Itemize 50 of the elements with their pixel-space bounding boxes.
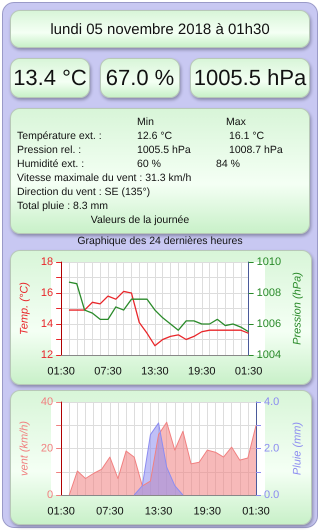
x-tick-label: 19:30 — [188, 366, 216, 378]
line-series — [68, 290, 250, 346]
x-tick-label: 07:30 — [94, 366, 122, 378]
text: Max — [226, 115, 246, 129]
text: 12.6 °C — [137, 129, 172, 143]
text: 84 % — [216, 157, 240, 171]
x-tick-label: 01:30 — [242, 506, 270, 518]
y-tick-label: 20 — [40, 442, 54, 454]
y-axis-title: Temp. (°C) — [18, 282, 30, 335]
text: 16.1 °C — [229, 129, 264, 143]
y-tick-label: 40 — [40, 396, 54, 408]
y-tick-label: 14 — [40, 318, 54, 330]
y2-axis-title: Pression (hPa) — [292, 272, 304, 345]
text: 67.0 % — [100, 58, 180, 98]
text: Température ext. : — [17, 129, 102, 143]
y-tick-label: 16 — [40, 287, 54, 299]
y-axis-title: vent (km/h) — [18, 420, 30, 476]
text: lundi 05 novembre 2018 à 01h30 — [10, 10, 310, 48]
text: Min — [137, 115, 154, 129]
y2-tick-label: 4.0 — [264, 396, 280, 408]
text: Humidité ext. : — [17, 157, 84, 171]
y2-tick-label: 1010 — [256, 256, 282, 268]
x-tick-label: 13:30 — [144, 506, 172, 518]
y-tick-label: 12 — [40, 349, 54, 361]
x-tick-label: 07:30 — [96, 506, 124, 518]
y2-tick-label: 1006 — [256, 318, 282, 330]
y-tick-label: 0 — [47, 489, 54, 501]
text: 1008.7 hPa — [229, 143, 283, 157]
text: Total pluie : 8.3 mm — [17, 199, 108, 213]
text: 1005.5 hPa — [137, 143, 191, 157]
text: 1005.5 hPa — [190, 58, 310, 98]
x-tick-label: 01:30 — [47, 506, 75, 518]
x-tick-label: 13:30 — [141, 366, 169, 378]
text: Direction du vent : SE (135°) — [17, 185, 150, 199]
text: 13.4 °C — [10, 58, 90, 98]
y2-tick-label: 0.0 — [264, 489, 280, 501]
text: Valeurs de la journée — [90, 213, 190, 227]
y2-tick-label: 1008 — [256, 287, 282, 299]
y2-tick-label: 2.0 — [264, 442, 280, 454]
line-series — [68, 282, 250, 332]
y2-tick-label: 1004 — [256, 349, 282, 361]
x-tick-label: 01:30 — [234, 366, 262, 378]
x-tick-label: 01:30 — [47, 366, 75, 378]
text: 60 % — [137, 157, 161, 171]
chart-title: Graphique des 24 dernières heures — [76, 235, 244, 247]
y-tick-label: 18 — [40, 256, 54, 268]
y2-axis-title: Pluie (mm) — [292, 422, 304, 476]
text: Pression rel. : — [17, 143, 82, 157]
text: Vitesse maximale du vent : 31.3 km/h — [17, 171, 192, 185]
x-tick-label: 19:30 — [194, 506, 222, 518]
